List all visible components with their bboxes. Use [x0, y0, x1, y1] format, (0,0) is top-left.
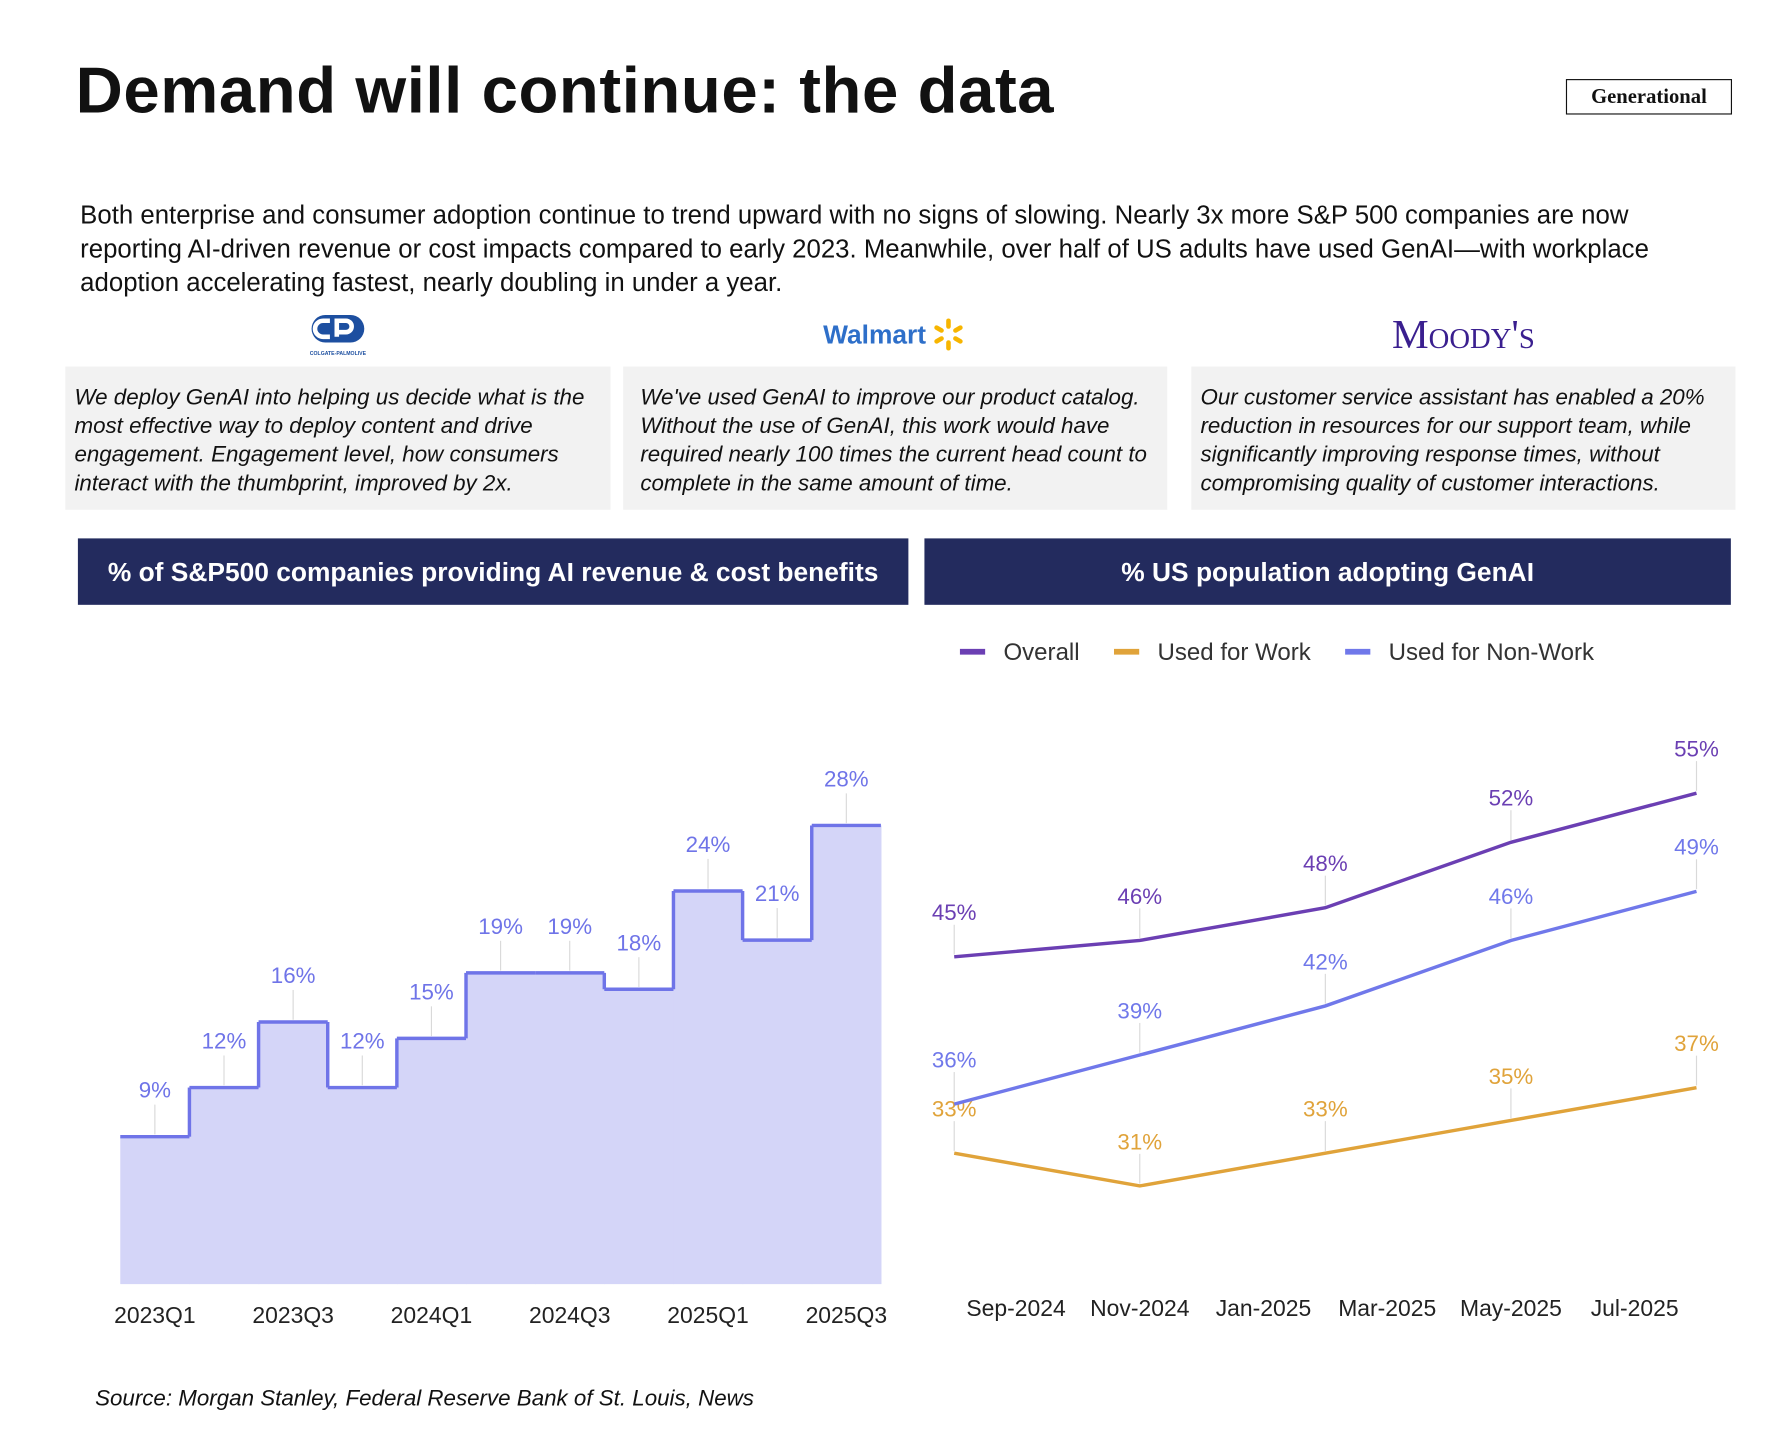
quote-box: We deploy GenAI into helping us decide w…	[65, 366, 611, 510]
data-label: 49%	[1674, 835, 1719, 860]
data-label: 52%	[1489, 786, 1534, 811]
quote-box: We've used GenAI to improve our product …	[623, 366, 1168, 510]
data-label: 35%	[1489, 1064, 1534, 1089]
colgate-icon	[311, 314, 365, 342]
quote-box: Our customer service assistant has enabl…	[1191, 366, 1736, 510]
x-tick-label: 2024Q1	[391, 1302, 473, 1328]
x-tick-label: 2023Q3	[252, 1302, 334, 1328]
x-tick-label: 2024Q3	[529, 1302, 611, 1328]
data-label: 19%	[478, 914, 523, 939]
data-label: 46%	[1489, 884, 1534, 909]
data-label: 46%	[1117, 884, 1162, 909]
source-note: Source: Morgan Stanley, Federal Reserve …	[95, 1386, 754, 1412]
x-tick-label: Sep-2024	[966, 1295, 1066, 1321]
x-tick-label: Mar-2025	[1338, 1295, 1436, 1321]
data-label: 21%	[755, 881, 800, 906]
x-tick-label: May-2025	[1460, 1295, 1562, 1321]
chart-title: % US population adopting GenAI	[924, 538, 1731, 605]
chart-title: % of S&P500 companies providing AI reven…	[77, 538, 909, 605]
data-label: 39%	[1117, 998, 1162, 1023]
data-label: 15%	[409, 979, 454, 1004]
x-tick-label: Nov-2024	[1090, 1295, 1190, 1321]
logo-text: Walmart	[823, 319, 927, 349]
step-area-band	[327, 1087, 398, 1285]
data-label: 42%	[1303, 949, 1348, 974]
data-label: 45%	[932, 900, 977, 925]
data-label: 36%	[932, 1047, 977, 1072]
data-label: 37%	[1674, 1031, 1719, 1056]
data-label: 48%	[1303, 851, 1348, 876]
x-tick-label: 2025Q3	[806, 1302, 888, 1328]
step-area-band	[189, 1087, 260, 1285]
walmart-spark	[934, 318, 964, 351]
data-label: 16%	[271, 963, 316, 988]
logo-text: Moody's	[1392, 311, 1535, 358]
logo-text: COLGATE-PALMOLIVE	[309, 349, 367, 356]
step-area-band	[535, 972, 605, 1285]
legend-label: Overall	[1003, 639, 1079, 666]
x-tick-label: Jul-2025	[1591, 1295, 1679, 1321]
data-label: 24%	[686, 832, 731, 857]
data-label: 55%	[1674, 737, 1719, 762]
data-label: 18%	[617, 930, 662, 955]
step-area-band	[742, 940, 813, 1285]
step-area-band	[258, 1022, 329, 1285]
legend-label: Used for Work	[1158, 639, 1312, 666]
data-label: 9%	[139, 1078, 171, 1103]
walmart-logo: Walmart	[623, 307, 1167, 362]
step-area-band	[396, 1038, 467, 1285]
data-label: 33%	[1303, 1097, 1348, 1122]
colgate-logo: COLGATE-PALMOLIVE	[65, 307, 610, 362]
x-tick-label: 2025Q1	[667, 1302, 749, 1328]
step-area-band	[811, 825, 882, 1285]
series-line	[953, 1086, 1697, 1188]
data-label: 19%	[547, 914, 592, 939]
step-area-band	[673, 890, 744, 1285]
data-label: 28%	[824, 767, 869, 792]
step-area-band	[466, 972, 536, 1285]
data-label: 12%	[340, 1029, 385, 1054]
brand-badge: Generational	[1565, 79, 1733, 115]
intro-text: Both enterprise and consumer adoption co…	[80, 200, 1649, 297]
data-label: 12%	[202, 1029, 247, 1054]
step-area-band	[604, 989, 675, 1285]
page-title: Demand will continue: the data	[75, 53, 1055, 128]
series-line	[953, 889, 1697, 1106]
x-tick-label: Jan-2025	[1216, 1295, 1312, 1321]
x-tick-label: 2023Q1	[114, 1302, 196, 1328]
data-label: 31%	[1117, 1129, 1162, 1154]
series-line	[954, 791, 1697, 959]
step-area-band	[120, 1136, 190, 1285]
moodys-logo: Moody's	[1191, 307, 1735, 362]
legend-label: Used for Non-Work	[1389, 639, 1595, 666]
